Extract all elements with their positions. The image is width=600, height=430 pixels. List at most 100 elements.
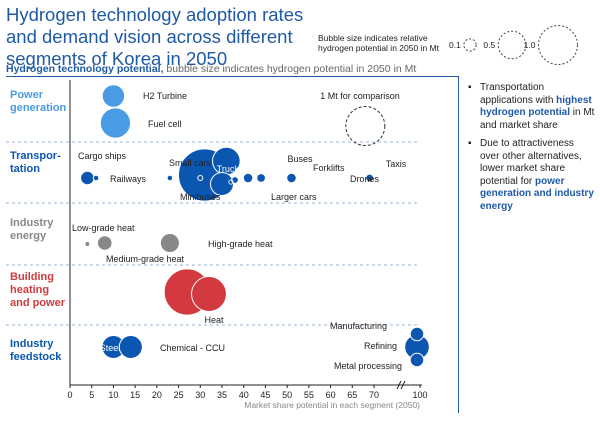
bubble-label: Cargo ships — [78, 151, 127, 161]
takeaway-list: Transportation applications with highest… — [468, 82, 596, 219]
chart-subtitle: Hydrogen technology potential, bubble si… — [6, 63, 416, 75]
bubble-label: Manufacturing — [330, 321, 387, 331]
bubble — [166, 174, 174, 182]
chart-title: Hydrogen technology adoption rates and d… — [6, 4, 304, 69]
bubble-label: Refining — [364, 341, 397, 351]
x-tick-label: 40 — [239, 390, 249, 400]
category-label-line: feedstock — [10, 351, 62, 363]
bubble-label: Small cars — [169, 158, 212, 168]
bubble-label: Power — [227, 288, 253, 298]
bubble — [231, 176, 239, 184]
x-tick-label: 70 — [369, 390, 379, 400]
bubble-label: Trucks — [217, 164, 244, 174]
size-legend-bubble — [497, 30, 527, 60]
bubble — [99, 107, 132, 139]
size-legend-bubble — [538, 25, 578, 65]
takeaway-2: Due to attractiveness over other alterna… — [468, 138, 596, 213]
bubble — [84, 241, 91, 247]
bubble-label: Low-grade heat — [72, 223, 135, 233]
bubble-label: Larger cars — [271, 192, 317, 202]
size-legend-label: 0.5 — [483, 40, 495, 50]
x-tick-label: 45 — [260, 390, 270, 400]
category-label-line: energy — [10, 230, 47, 242]
category-label: Industry energy — [10, 217, 54, 242]
x-tick-label: 15 — [130, 390, 140, 400]
category-label-line: tation — [10, 163, 40, 175]
bubble-label: Minibuses — [180, 192, 221, 202]
x-axis-title: Market share potential in each segment (… — [244, 400, 420, 410]
bubble — [191, 276, 227, 312]
divider-line — [458, 76, 459, 413]
bubble — [286, 172, 297, 184]
x-tick-label: 25 — [174, 390, 184, 400]
takeaway-1-highlight: highest hydrogen potential — [480, 94, 592, 119]
bubble-label: 1 Mt for comparison — [320, 91, 400, 101]
subtitle-bold: Hydrogen technology potential, — [6, 63, 164, 75]
bubble — [409, 326, 425, 342]
bubble — [365, 173, 375, 183]
bubble-label: Railways — [110, 174, 147, 184]
category-label-line: heating — [10, 284, 49, 296]
bubble-label: H2 Turbine — [143, 91, 187, 101]
x-tick-label: 55 — [304, 390, 314, 400]
size-legend-bubble — [463, 38, 477, 52]
category-label-line: Transpor- — [10, 150, 61, 162]
x-tick-label: 30 — [195, 390, 205, 400]
bubble-label: Buses — [287, 154, 313, 164]
bubble-label: High-grade heat — [208, 239, 273, 249]
category-label: Power generation — [10, 89, 67, 114]
bubble — [101, 84, 126, 108]
bubble-label: Drones — [350, 174, 380, 184]
x-tick-label: 5 — [89, 390, 94, 400]
takeaway-2-text: Due to attractiveness over other alterna… — [480, 138, 582, 187]
bubble — [409, 352, 425, 368]
bubble-label: LCVs — [244, 180, 267, 190]
bubble — [242, 172, 254, 184]
takeaway-1: Transportation applications with highest… — [468, 82, 596, 132]
category-label: Transpor-tation — [10, 150, 61, 175]
bubble — [197, 175, 204, 181]
x-tick-label: 100 — [412, 390, 427, 400]
bubble — [118, 334, 143, 360]
minibus-marker — [228, 179, 234, 185]
category-label-line: Building — [10, 271, 54, 283]
subtitle-rest: bubble size indicates hydrogen potential… — [163, 63, 417, 75]
bubble — [159, 232, 180, 254]
x-tick-label: 35 — [217, 390, 227, 400]
size-legend-label: 0.1 — [449, 40, 461, 50]
bubble — [209, 171, 235, 197]
bubble — [256, 173, 266, 183]
x-tick-label: 65 — [347, 390, 357, 400]
bubble-label: Steel — [100, 343, 121, 353]
bubble-label: Forklifts — [313, 163, 345, 173]
bubble-label: Fuel cell — [148, 119, 182, 129]
category-label-line: Industry — [10, 217, 54, 229]
bubble-label: Taxis — [386, 159, 407, 169]
bubble-label: Medium-grade heat — [106, 254, 185, 264]
comparison-bubble — [345, 106, 386, 146]
category-label: Industry feedstock — [10, 338, 62, 363]
category-label-line: generation — [10, 102, 67, 114]
bubble-size-note: Bubble size indicates relative hydrogen … — [318, 33, 439, 53]
size-legend-label: 1.0 — [524, 40, 536, 50]
category-label-line: and power — [10, 297, 66, 309]
takeaway-1-text: Transportation applications with — [480, 82, 557, 106]
takeaway-2-highlight: power generation and industry energy — [480, 175, 594, 212]
x-tick-label: 50 — [282, 390, 292, 400]
category-label-line: Industry — [10, 338, 54, 350]
subtitle-rule — [6, 76, 458, 77]
bubble-label: Metal processing — [334, 361, 402, 371]
takeaway-1-tail: in Mt and market share — [480, 107, 595, 131]
bubble-label: Heat — [204, 315, 224, 325]
x-tick-label: 10 — [108, 390, 118, 400]
axis-break-mark — [400, 380, 406, 390]
x-tick-label: 20 — [152, 390, 162, 400]
category-label-line: Power — [10, 89, 44, 101]
bubble-label: Vans — [250, 153, 270, 163]
category-label: Building heating and power — [10, 271, 66, 309]
x-tick-label: 60 — [326, 390, 336, 400]
x-tick-label: 0 — [67, 390, 72, 400]
bubble-label: Chemical - CCU — [160, 343, 225, 353]
bubble — [92, 174, 100, 182]
